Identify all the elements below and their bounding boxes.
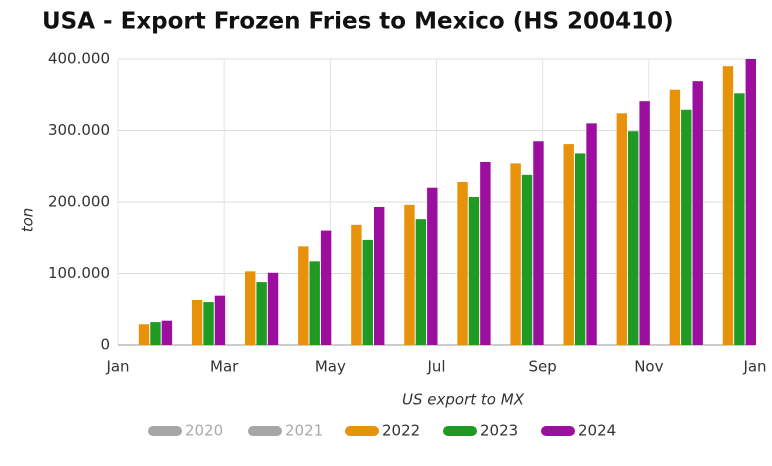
bar (214, 295, 226, 345)
y-tick-label: 400.000 (48, 50, 110, 68)
bar (309, 261, 320, 345)
x-tick-label: Jan (105, 358, 129, 376)
x-tick-label: Sep (529, 358, 557, 376)
legend-label: 2024 (578, 422, 616, 440)
legend-swatch (541, 426, 575, 436)
chart-title: USA - Export Frozen Fries to Mexico (HS … (42, 9, 674, 35)
bar (616, 113, 628, 345)
bar (415, 219, 427, 345)
bar (298, 246, 309, 345)
legend-label: 2021 (285, 422, 323, 440)
bar (320, 230, 332, 345)
bar (457, 181, 468, 345)
y-tick-label: 100.000 (48, 264, 110, 282)
bar (628, 131, 639, 345)
x-tick-label: Jan (742, 358, 766, 376)
x-tick-label: May (315, 358, 346, 376)
bar (203, 302, 214, 345)
legend-swatch (345, 426, 379, 436)
y-tick-label: 0 (100, 336, 110, 354)
x-tick-label: Jul (426, 358, 445, 376)
bar (150, 322, 161, 345)
bar (692, 81, 703, 345)
bar (480, 161, 491, 345)
bar (510, 163, 521, 345)
bar (256, 282, 267, 345)
bar (639, 101, 650, 345)
y-tick-label: 300.000 (48, 121, 110, 139)
legend-label: 2023 (480, 422, 518, 440)
x-tick-label: Nov (634, 358, 663, 376)
bar (734, 93, 745, 345)
bar (521, 174, 533, 345)
bar (681, 109, 692, 345)
legend-swatch (443, 426, 477, 436)
bar (362, 239, 374, 345)
bar (468, 196, 480, 345)
bar (374, 207, 385, 345)
legend-label: 2022 (382, 422, 420, 440)
bar (586, 123, 597, 345)
bar (245, 271, 256, 345)
bar (427, 187, 438, 345)
bar (533, 141, 544, 345)
bar (267, 272, 279, 345)
bar (574, 153, 586, 345)
bar (351, 224, 362, 345)
x-axis-label: US export to MX (402, 391, 525, 409)
bar (191, 299, 203, 345)
bar (404, 204, 415, 345)
bar (563, 144, 574, 345)
legend-label: 2020 (185, 422, 223, 440)
legend-swatch (148, 426, 182, 436)
x-tick-label: Mar (210, 358, 239, 376)
bar (161, 320, 173, 345)
bar (722, 66, 734, 346)
y-axis-label: ton (19, 208, 37, 233)
bar (138, 324, 150, 345)
y-tick-label: 200.000 (48, 193, 110, 211)
legend-swatch (248, 426, 282, 436)
bar (669, 89, 681, 346)
bar (745, 59, 756, 345)
